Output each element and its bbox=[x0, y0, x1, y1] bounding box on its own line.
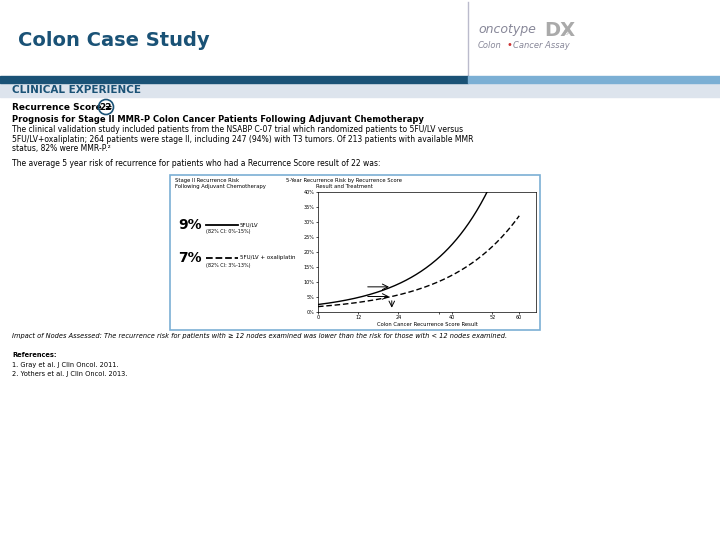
Text: CLINICAL EXPERIENCE: CLINICAL EXPERIENCE bbox=[12, 85, 141, 95]
Text: Colon: Colon bbox=[478, 40, 502, 50]
Text: (82% CI: 3%-13%): (82% CI: 3%-13%) bbox=[206, 262, 251, 267]
Text: 9%: 9% bbox=[178, 218, 202, 232]
Text: status, 82% were MMR-P.²: status, 82% were MMR-P.² bbox=[12, 145, 111, 153]
Text: Impact of Nodes Assessed: The recurrence risk for patients with ≥ 12 nodes exami: Impact of Nodes Assessed: The recurrence… bbox=[12, 333, 507, 339]
Text: •: • bbox=[506, 40, 512, 50]
X-axis label: Colon Cancer Recurrence Score Result: Colon Cancer Recurrence Score Result bbox=[377, 322, 477, 327]
Text: Colon Case Study: Colon Case Study bbox=[18, 30, 210, 50]
Text: 7%: 7% bbox=[178, 251, 202, 265]
Text: The average 5 year risk of recurrence for patients who had a Recurrence Score re: The average 5 year risk of recurrence fo… bbox=[12, 159, 380, 168]
Bar bbox=[0, 0, 720, 77]
Text: 5FU/LV + oxaliplatin: 5FU/LV + oxaliplatin bbox=[240, 255, 295, 260]
Text: Cancer Assay: Cancer Assay bbox=[513, 40, 570, 50]
Text: (82% CI: 0%-15%): (82% CI: 0%-15%) bbox=[206, 230, 251, 234]
Text: DX: DX bbox=[544, 21, 575, 39]
Text: Recurrence Score =: Recurrence Score = bbox=[12, 103, 116, 111]
Text: The clinical validation study included patients from the NSABP C-07 trial which : The clinical validation study included p… bbox=[12, 125, 463, 134]
Text: 5FU/LV: 5FU/LV bbox=[240, 222, 258, 227]
Text: 2. Yothers et al. J Clin Oncol. 2013.: 2. Yothers et al. J Clin Oncol. 2013. bbox=[12, 371, 127, 377]
Text: oncotype: oncotype bbox=[478, 24, 536, 37]
Text: ®: ® bbox=[563, 30, 570, 36]
Text: Stage II Recurrence Risk
Following Adjuvant Chemotherapy: Stage II Recurrence Risk Following Adjuv… bbox=[175, 178, 266, 189]
Bar bbox=[0, 76, 468, 83]
Bar bbox=[468, 76, 720, 83]
Text: References:: References: bbox=[12, 352, 57, 358]
Text: Prognosis for Stage II MMR-P Colon Cancer Patients Following Adjuvant Chemothera: Prognosis for Stage II MMR-P Colon Cance… bbox=[12, 114, 424, 124]
Bar bbox=[170, 175, 540, 330]
Text: 5-Year Recurrence Risk by Recurrence Score
Result and Treatment: 5-Year Recurrence Risk by Recurrence Sco… bbox=[286, 178, 402, 189]
Text: 22: 22 bbox=[100, 103, 112, 111]
Text: 5FU/LV+oxaliplatin; 264 patients were stage II, including 247 (94%) with T3 tumo: 5FU/LV+oxaliplatin; 264 patients were st… bbox=[12, 135, 474, 144]
Text: 1. Gray et al. J Clin Oncol. 2011.: 1. Gray et al. J Clin Oncol. 2011. bbox=[12, 362, 119, 368]
Bar bbox=[0, 83, 720, 97]
